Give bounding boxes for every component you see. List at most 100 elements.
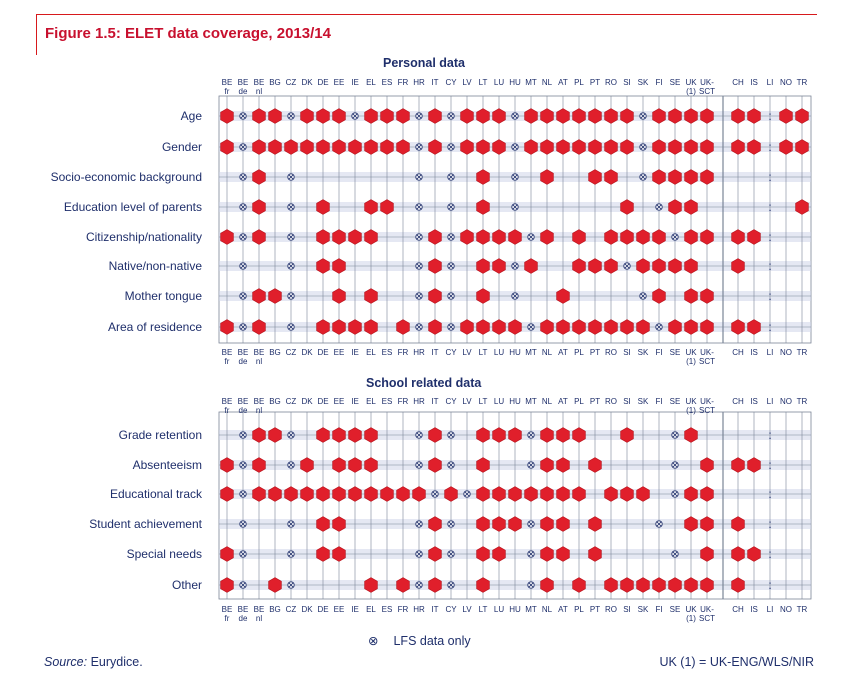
country-footer-top: BE (222, 348, 233, 357)
lfs-cross-stroke (240, 582, 246, 588)
coverage-marker (604, 258, 618, 274)
country-header-top: CY (445, 397, 457, 406)
lfs-cross-stroke (288, 521, 294, 527)
coverage-marker (220, 486, 234, 502)
lfs-cross-stroke (240, 462, 246, 468)
country-footer-top: UK (685, 348, 697, 357)
lfs-cross-stroke (672, 491, 678, 497)
coverage-marker (731, 139, 745, 155)
not-available-mark: : (768, 578, 771, 592)
country-header-bottom: SCT (699, 87, 715, 96)
coverage-marker (508, 486, 522, 502)
coverage-marker (700, 169, 714, 185)
country-header-top: EL (366, 78, 376, 87)
coverage-marker (668, 258, 682, 274)
not-available-mark: : (768, 458, 771, 472)
lfs-cross-stroke (656, 521, 662, 527)
country-footer-top: FR (398, 348, 409, 357)
row-label: Education level of parents (64, 200, 202, 214)
coverage-marker (476, 319, 490, 335)
coverage-marker (364, 199, 378, 215)
coverage-marker (700, 486, 714, 502)
section-title-school: School related data (366, 376, 482, 390)
coverage-marker (428, 516, 442, 532)
coverage-marker (556, 516, 570, 532)
lfs-cross-stroke (416, 521, 422, 527)
coverage-marker (268, 108, 282, 124)
coverage-marker (268, 427, 282, 443)
lfs-cross-stroke (528, 521, 534, 527)
coverage-marker (492, 139, 506, 155)
coverage-marker (588, 319, 602, 335)
coverage-marker (476, 169, 490, 185)
country-header-top: IT (431, 78, 438, 87)
coverage-marker (604, 169, 618, 185)
coverage-marker (636, 577, 650, 593)
country-footer-top: BG (269, 348, 281, 357)
coverage-marker (220, 577, 234, 593)
lfs-cross-stroke (288, 204, 294, 210)
coverage-marker (684, 139, 698, 155)
country-header-bottom: fr (225, 406, 230, 415)
coverage-marker (668, 108, 682, 124)
country-header-top: DK (301, 397, 313, 406)
country-header-top: ES (382, 397, 393, 406)
coverage-marker (572, 258, 586, 274)
country-header-top: LU (494, 397, 504, 406)
lfs-cross-stroke (240, 204, 246, 210)
country-header-top: PT (590, 397, 600, 406)
coverage-marker (540, 139, 554, 155)
coverage-marker (731, 546, 745, 562)
coverage-marker (252, 486, 266, 502)
country-header-top: PT (590, 78, 600, 87)
coverage-marker (588, 139, 602, 155)
not-available-mark: : (768, 200, 771, 214)
lfs-cross-stroke (240, 521, 246, 527)
coverage-marker (300, 486, 314, 502)
country-header-top: NO (780, 78, 792, 87)
country-footer-top: DE (317, 605, 328, 614)
coverage-marker (620, 139, 634, 155)
lfs-cross-stroke (416, 432, 422, 438)
coverage-marker (332, 288, 346, 304)
lfs-cross-stroke (240, 113, 246, 119)
coverage-marker (524, 139, 538, 155)
country-footer-top: PT (590, 348, 600, 357)
lfs-cross-stroke (624, 263, 630, 269)
country-footer-top: SE (670, 348, 681, 357)
lfs-cross-stroke (416, 462, 422, 468)
coverage-marker (284, 139, 298, 155)
lfs-cross-stroke (288, 324, 294, 330)
country-footer-top: HR (413, 605, 425, 614)
coverage-marker (731, 108, 745, 124)
country-footer-top: CY (445, 348, 457, 357)
country-footer-top: LV (462, 605, 472, 614)
lfs-cross-stroke (288, 293, 294, 299)
not-available-mark: : (768, 487, 771, 501)
coverage-marker (684, 229, 698, 245)
not-available-mark: : (768, 428, 771, 442)
country-footer-top: LI (767, 348, 774, 357)
coverage-marker (731, 258, 745, 274)
coverage-marker (668, 199, 682, 215)
coverage-marker (620, 577, 634, 593)
country-footer-top: FI (655, 605, 662, 614)
coverage-marker (572, 486, 586, 502)
row-label: Grade retention (119, 428, 202, 442)
coverage-marker (652, 288, 666, 304)
country-footer-top: AT (558, 605, 568, 614)
coverage-marker (476, 139, 490, 155)
country-header-top: BE (222, 397, 233, 406)
country-header-top: LU (494, 78, 504, 87)
coverage-marker (428, 577, 442, 593)
country-header-top: DK (301, 78, 313, 87)
country-footer-top: BE (222, 605, 233, 614)
coverage-marker (364, 577, 378, 593)
coverage-marker (316, 258, 330, 274)
coverage-marker (556, 457, 570, 473)
country-footer-top: DK (301, 605, 313, 614)
lfs-cross-stroke (416, 293, 422, 299)
country-header-top: CH (732, 397, 744, 406)
country-footer-top: BG (269, 605, 281, 614)
lfs-cross-stroke (416, 174, 422, 180)
